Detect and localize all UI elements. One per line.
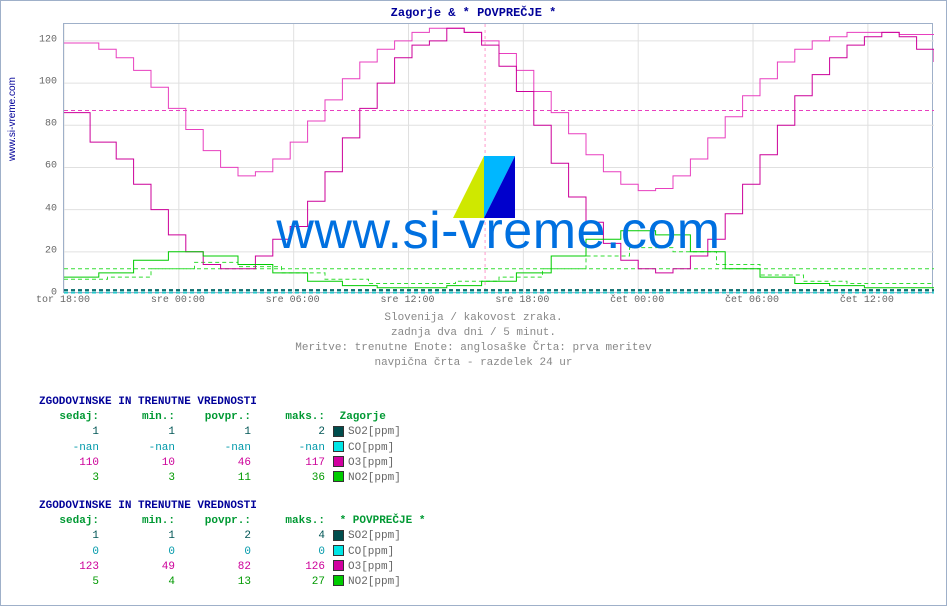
caption-line: navpična črta - razdelek 24 ur	[1, 356, 946, 371]
chart-container: www.si-vreme.com Zagorje & * POVPREČJE *…	[0, 0, 947, 606]
stats-title: ZGODOVINSKE IN TRENUTNE VREDNOSTI	[39, 395, 405, 410]
chart-title: Zagorje & * POVPREČJE *	[1, 6, 946, 20]
caption-line: Slovenija / kakovost zraka.	[1, 311, 946, 326]
side-source-label: www.si-vreme.com	[7, 77, 18, 161]
caption-line: Meritve: trenutne Enote: anglosaške Črta…	[1, 341, 946, 356]
stats-block-zagorje: ZGODOVINSKE IN TRENUTNE VREDNOSTI sedaj:…	[39, 395, 405, 486]
caption-line: zadnja dva dni / 5 minut.	[1, 326, 946, 341]
stats-table: sedaj:min.:povpr.:maks.: * POVPREČJE *11…	[39, 514, 429, 590]
watermark-logo-icon	[453, 156, 515, 218]
stats-block-average: ZGODOVINSKE IN TRENUTNE VREDNOSTI sedaj:…	[39, 499, 429, 590]
x-axis: tor 18:00sre 00:00sre 06:00sre 12:00sre …	[63, 295, 933, 309]
chart-caption: Slovenija / kakovost zraka.zadnja dva dn…	[1, 311, 946, 370]
stats-table: sedaj:min.:povpr.:maks.: Zagorje1112SO2[…	[39, 410, 405, 486]
stats-title: ZGODOVINSKE IN TRENUTNE VREDNOSTI	[39, 499, 429, 514]
y-axis: 020406080100120	[31, 23, 59, 293]
